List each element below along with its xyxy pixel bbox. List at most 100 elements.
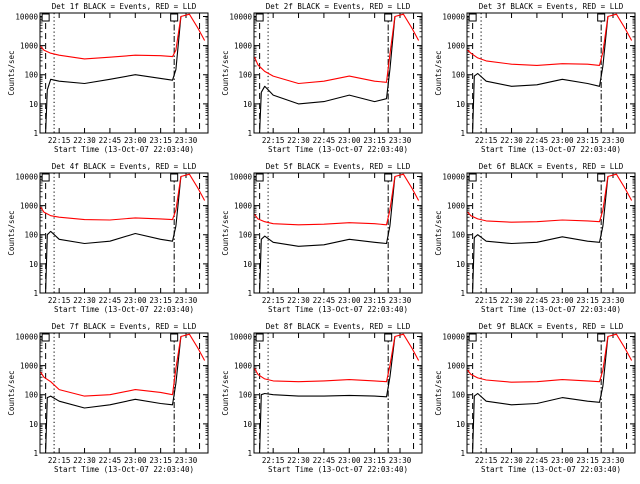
x-tick-label: 23:30: [602, 296, 625, 305]
y-tick-label: 10000: [15, 172, 38, 181]
y-tick-label: 10000: [229, 12, 252, 21]
y-tick-label: 1000: [20, 42, 39, 51]
x-tick-label: 23:30: [175, 296, 198, 305]
y-axis-label: Counts/sec: [7, 370, 16, 415]
x-tick-label: 22:15: [262, 456, 285, 465]
marker-box: [255, 13, 264, 22]
y-tick-label: 10: [243, 420, 253, 429]
y-tick-label: 10000: [15, 12, 38, 21]
y-tick-label: 1000: [447, 362, 466, 371]
y-tick-label: 10: [243, 260, 253, 269]
x-tick-label: 23:15: [149, 456, 172, 465]
lld-series-line: [254, 13, 420, 85]
x-tick-label: 23:15: [149, 296, 172, 305]
plot-frame: [39, 332, 209, 454]
x-axis-label: Start Time (13-Oct-07 22:03:40): [481, 465, 621, 474]
x-axis-label: Start Time (13-Oct-07 22:03:40): [268, 465, 408, 474]
x-axis-label: Start Time (13-Oct-07 22:03:40): [268, 305, 408, 314]
chart-panel: Det 1f BLACK = Events, RED = LLD 1 10 100 10…: [7, 2, 209, 154]
y-tick-label: 10000: [442, 332, 465, 341]
x-tick-label: 23:00: [338, 136, 361, 145]
plot-frame: [39, 172, 209, 294]
marker-box: [170, 333, 179, 342]
x-axis-label: Start Time (13-Oct-07 22:03:40): [54, 145, 194, 154]
marker-box: [384, 333, 393, 342]
x-tick-label: 23:30: [602, 456, 625, 465]
marker-box: [255, 333, 264, 342]
x-tick-label: 22:30: [73, 456, 96, 465]
chart-title: Det 3f BLACK = Events, RED = LLD: [479, 2, 624, 11]
y-tick-label: 10000: [442, 12, 465, 21]
chart-title: Det 1f BLACK = Events, RED = LLD: [52, 2, 197, 11]
x-tick-label: 23:00: [551, 296, 574, 305]
marker-box: [41, 333, 50, 342]
x-tick-label: 22:15: [262, 296, 285, 305]
events-series-line: [472, 336, 609, 454]
chart-title: Det 5f BLACK = Events, RED = LLD: [266, 162, 411, 171]
y-tick-label: 10000: [442, 172, 465, 181]
x-tick-label: 22:15: [475, 136, 498, 145]
y-tick-label: 10: [29, 260, 39, 269]
chart-title: Det 8f BLACK = Events, RED = LLD: [266, 322, 411, 331]
marker-box: [468, 333, 477, 342]
lld-series-line: [467, 333, 633, 383]
x-tick-label: 23:15: [363, 296, 386, 305]
y-tick-label: 1: [460, 129, 465, 138]
chart-title: Det 6f BLACK = Events, RED = LLD: [479, 162, 624, 171]
x-tick-label: 23:15: [576, 296, 599, 305]
y-tick-label: 10: [243, 100, 253, 109]
lld-series-line: [254, 173, 420, 226]
y-tick-label: 100: [451, 231, 465, 240]
chart-title: Det 7f BLACK = Events, RED = LLD: [52, 322, 197, 331]
x-axis-label: Start Time (13-Oct-07 22:03:40): [481, 145, 621, 154]
x-tick-label: 22:45: [313, 456, 336, 465]
y-tick-label: 10000: [15, 332, 38, 341]
y-tick-label: 100: [238, 231, 252, 240]
marker-box: [170, 13, 179, 22]
chart-title: Det 9f BLACK = Events, RED = LLD: [479, 322, 624, 331]
y-tick-label: 100: [238, 71, 252, 80]
events-series-line: [45, 336, 182, 454]
y-tick-label: 10: [456, 100, 466, 109]
plot-frame: [466, 332, 636, 454]
y-tick-label: 100: [451, 71, 465, 80]
chart-panel: Det 3f BLACK = Events, RED = LLD 1 10 100 10…: [434, 2, 636, 154]
plot-frame: [39, 12, 209, 134]
y-axis-label: Counts/sec: [7, 50, 16, 95]
x-tick-label: 22:15: [48, 456, 71, 465]
x-axis-label: Start Time (13-Oct-07 22:03:40): [481, 305, 621, 314]
events-series-line: [45, 176, 182, 294]
x-axis-label: Start Time (13-Oct-07 22:03:40): [54, 305, 194, 314]
chart-panel: Det 4f BLACK = Events, RED = LLD 1 10 100 10…: [7, 162, 209, 314]
y-tick-label: 10: [456, 420, 466, 429]
events-series-line: [259, 336, 396, 454]
y-tick-label: 1: [247, 449, 252, 458]
marker-box: [468, 13, 477, 22]
x-tick-label: 23:00: [338, 456, 361, 465]
y-tick-label: 10: [29, 100, 39, 109]
y-tick-label: 1000: [234, 362, 253, 371]
x-tick-label: 23:30: [389, 456, 412, 465]
y-tick-label: 1000: [447, 202, 466, 211]
chart-title: Det 4f BLACK = Events, RED = LLD: [52, 162, 197, 171]
y-axis-label: Counts/sec: [7, 210, 16, 255]
y-tick-label: 1000: [234, 202, 253, 211]
plot-frame: [466, 172, 636, 294]
y-tick-label: 10000: [229, 332, 252, 341]
x-tick-label: 22:45: [99, 136, 122, 145]
y-tick-label: 100: [238, 391, 252, 400]
plot-frame: [253, 332, 423, 454]
x-tick-label: 22:30: [287, 136, 310, 145]
x-tick-label: 22:45: [99, 456, 122, 465]
y-tick-label: 1000: [20, 362, 39, 371]
y-tick-label: 100: [24, 391, 38, 400]
y-axis-label: Counts/sec: [221, 370, 230, 415]
y-tick-label: 1: [33, 289, 38, 298]
y-tick-label: 10000: [229, 172, 252, 181]
marker-box: [384, 173, 393, 182]
x-tick-label: 22:15: [48, 296, 71, 305]
y-tick-label: 1000: [234, 42, 253, 51]
chart-panel: Det 5f BLACK = Events, RED = LLD 1 10 100 10…: [221, 162, 423, 314]
x-tick-label: 23:30: [389, 296, 412, 305]
